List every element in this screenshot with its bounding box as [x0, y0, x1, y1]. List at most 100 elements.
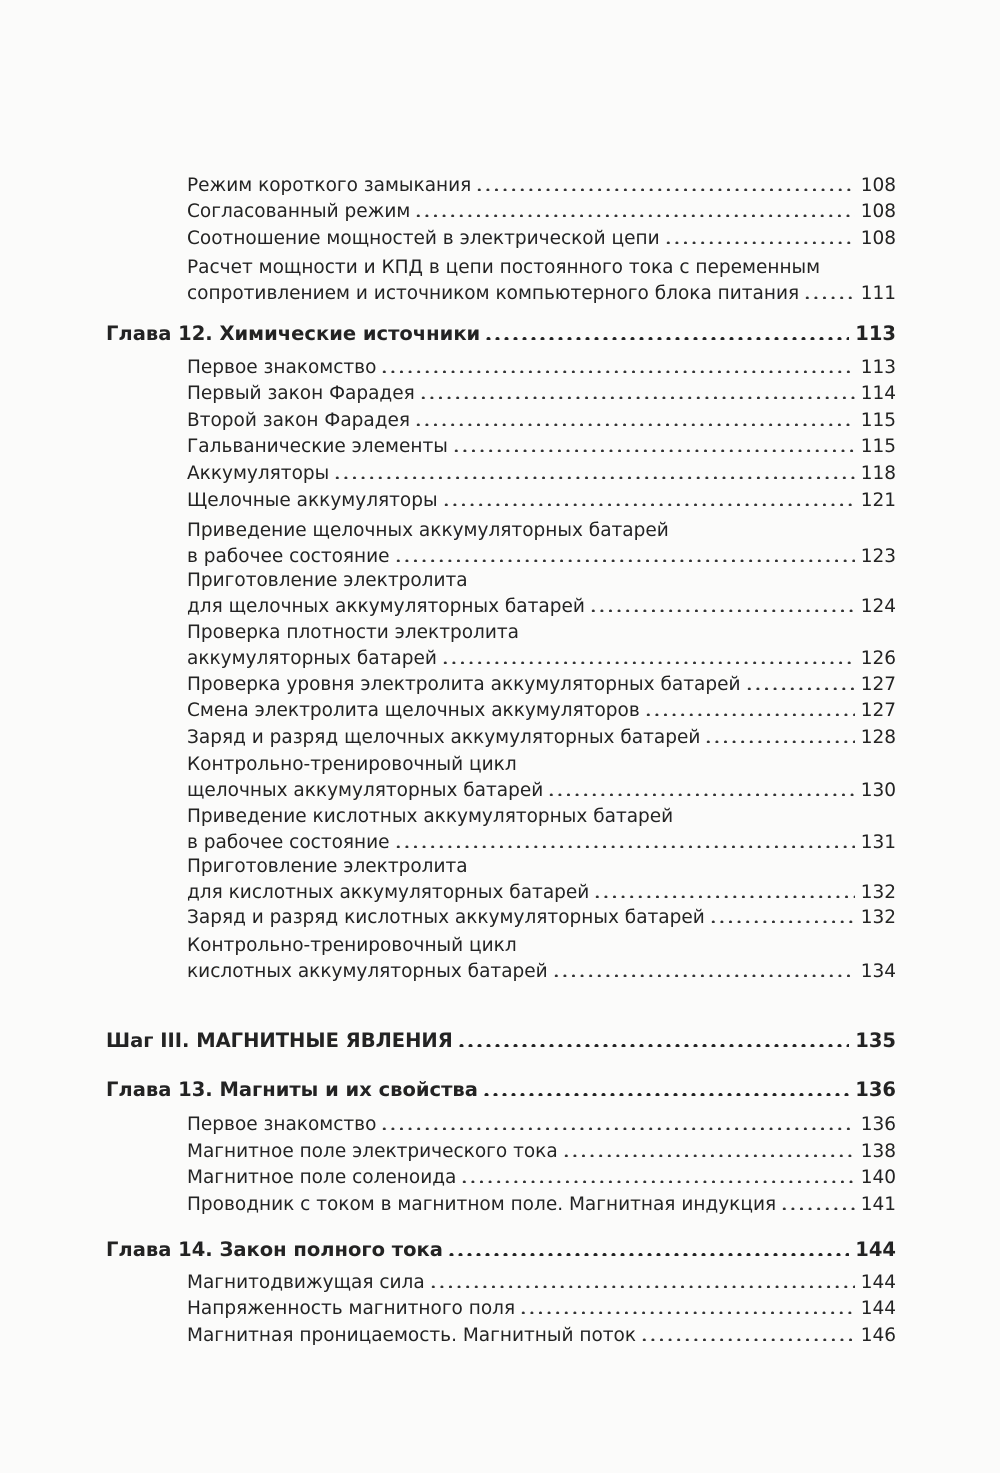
page-number: 115 — [860, 436, 896, 457]
page-number: 130 — [860, 780, 896, 801]
dot-leader — [704, 733, 855, 743]
toc-item: Магнитное поле соленоида 140 — [106, 1165, 896, 1191]
page-number: 144 — [860, 1298, 896, 1319]
toc-item: Первое знакомство 136 — [106, 1112, 896, 1138]
toc-entry-title: Первый закон Фарадея — [187, 383, 415, 404]
toc-item: Проверка уровня электролита аккумуляторн… — [106, 672, 896, 698]
dot-leader — [440, 654, 855, 664]
page-number: 108 — [860, 175, 896, 196]
toc-entry-row: в рабочее состояние 123 — [187, 544, 896, 570]
page-number: 118 — [860, 463, 896, 484]
toc-item: Напряженность магнитного поля 144 — [106, 1296, 896, 1322]
toc-entry-row: Аккумуляторы 118 — [187, 461, 896, 487]
toc-item: Первый закон Фарадея 114 — [106, 381, 896, 407]
toc-entry-title: в рабочее состояние — [187, 832, 390, 853]
page-number: 138 — [860, 1141, 896, 1162]
toc-chapter: Глава 14. Закон полного тока 144 — [106, 1237, 896, 1263]
toc-entry-row: Проводник с током в магнитном поле. Магн… — [187, 1192, 896, 1218]
dot-leader — [414, 416, 855, 426]
toc-item: Заряд и разряд щелочных аккумуляторных б… — [106, 725, 896, 751]
toc-item: Щелочные аккумуляторы 121 — [106, 488, 896, 514]
page-number: 113 — [855, 322, 896, 345]
toc-item: Приведение кислотных аккумуляторных бата… — [106, 804, 896, 856]
toc-entry-row: Первое знакомство 113 — [187, 355, 896, 381]
dot-leader — [708, 913, 855, 923]
dot-leader — [744, 680, 855, 690]
toc-entry-title: для кислотных аккумуляторных батарей — [187, 882, 590, 903]
toc-entry-title-line: Расчет мощности и КПД в цепи постоянного… — [187, 257, 821, 278]
toc-entry-row: Напряженность магнитного поля 144 — [187, 1296, 896, 1322]
toc-entry-row: Гальванические элементы 115 — [187, 434, 896, 460]
toc-entry-row: Смена электролита щелочных аккумуляторов… — [187, 698, 896, 724]
toc-entry-row: Режим короткого замыкания 108 — [187, 173, 896, 199]
toc-entry-title-line: Приготовление электролита — [187, 570, 468, 591]
toc-entry-title: Магнитодвижущая сила — [187, 1272, 425, 1293]
toc-item: Проводник с током в магнитном поле. Магн… — [106, 1192, 896, 1218]
toc-entry-row: для кислотных аккумуляторных батарей 132 — [187, 880, 896, 906]
dot-leader — [393, 552, 855, 562]
dot-leader — [475, 181, 855, 191]
page-number: 127 — [860, 700, 896, 721]
toc-entry-title: Первое знакомство — [187, 1114, 377, 1135]
toc-entry-title-line: Проверка плотности электролита — [187, 622, 520, 643]
toc-entry-title: в рабочее состояние — [187, 546, 390, 567]
dot-leader — [484, 330, 850, 340]
toc-entry-row: Соотношение мощностей в электрической це… — [187, 226, 896, 252]
toc-entry-title: сопротивлением и источником компьютерног… — [187, 283, 800, 304]
toc-item: Гальванические элементы 115 — [106, 434, 896, 460]
toc-item: Проверка плотности электролита аккумулято… — [106, 620, 896, 672]
toc-entry-title: Магнитное поле соленоида — [187, 1167, 457, 1188]
dot-leader — [380, 363, 855, 373]
page-number: 131 — [860, 832, 896, 853]
dot-leader — [460, 1173, 855, 1183]
toc-entry-row: Шаг III. МАГНИТНЫЕ ЯВЛЕНИЯ 135 — [106, 1028, 896, 1054]
dot-leader — [640, 1331, 855, 1341]
dot-leader — [428, 1278, 855, 1288]
toc-entry-title-line: Контрольно-тренировочный цикл — [187, 754, 517, 775]
page-number: 136 — [860, 1114, 896, 1135]
dot-leader — [561, 1147, 855, 1157]
toc-entry-row: Заряд и разряд кислотных аккумуляторных … — [187, 905, 896, 931]
toc-entry-title: Магнитное поле электрического тока — [187, 1141, 558, 1162]
toc-item: Смена электролита щелочных аккумуляторов… — [106, 698, 896, 724]
dot-leader — [551, 967, 855, 977]
page-number: 108 — [860, 228, 896, 249]
toc-entry-title: Аккумуляторы — [187, 463, 330, 484]
toc-item: Согласованный режим 108 — [106, 199, 896, 225]
toc-item: Контрольно-тренировочный цикл щелочных ак… — [106, 752, 896, 804]
page-number: 121 — [860, 490, 896, 511]
toc-entry-title: Магнитная проницаемость. Магнитный поток — [187, 1325, 637, 1346]
toc-entry-title: Проверка уровня электролита аккумуляторн… — [187, 674, 741, 695]
toc-entry-row: Магнитное поле соленоида 140 — [187, 1165, 896, 1191]
page-number: 127 — [860, 674, 896, 695]
toc-entry-row: кислотных аккумуляторных батарей 134 — [187, 959, 896, 985]
toc-entry-title: для щелочных аккумуляторных батарей — [187, 596, 585, 617]
dot-leader — [519, 1304, 855, 1314]
toc-item: Второй закон Фарадея 115 — [106, 408, 896, 434]
page-number: 126 — [860, 648, 896, 669]
toc-item: Режим короткого замыкания 108 — [106, 173, 896, 199]
page-number: 144 — [860, 1272, 896, 1293]
toc-entry-title-line: Контрольно-тренировочный цикл — [187, 935, 517, 956]
toc-entry-title: Первое знакомство — [187, 357, 377, 378]
toc-entry-title: Проводник с током в магнитном поле. Магн… — [187, 1194, 777, 1215]
toc-item: Заряд и разряд кислотных аккумуляторных … — [106, 905, 896, 931]
toc-entry-title-line: Приготовление электролита — [187, 856, 468, 877]
toc-entry-row: Щелочные аккумуляторы 121 — [187, 488, 896, 514]
toc-entry-title: Согласованный режим — [187, 201, 411, 222]
toc-item: Магнитодвижущая сила 144 — [106, 1270, 896, 1296]
toc-entry-row: Заряд и разряд щелочных аккумуляторных б… — [187, 725, 896, 751]
page-number: 113 — [860, 357, 896, 378]
page-number: 140 — [860, 1167, 896, 1188]
page-number: 128 — [860, 727, 896, 748]
dot-leader — [393, 838, 855, 848]
toc-entry-row: аккумуляторных батарей 126 — [187, 646, 896, 672]
dot-leader — [803, 289, 855, 299]
toc-entry-title: Режим короткого замыкания — [187, 175, 472, 196]
dot-leader — [451, 442, 855, 452]
toc-entry-row: Согласованный режим 108 — [187, 199, 896, 225]
toc-entry-row: Проверка уровня электролита аккумуляторн… — [187, 672, 896, 698]
dot-leader — [663, 234, 855, 244]
page-number: 134 — [860, 961, 896, 982]
page-number: 135 — [855, 1029, 896, 1052]
